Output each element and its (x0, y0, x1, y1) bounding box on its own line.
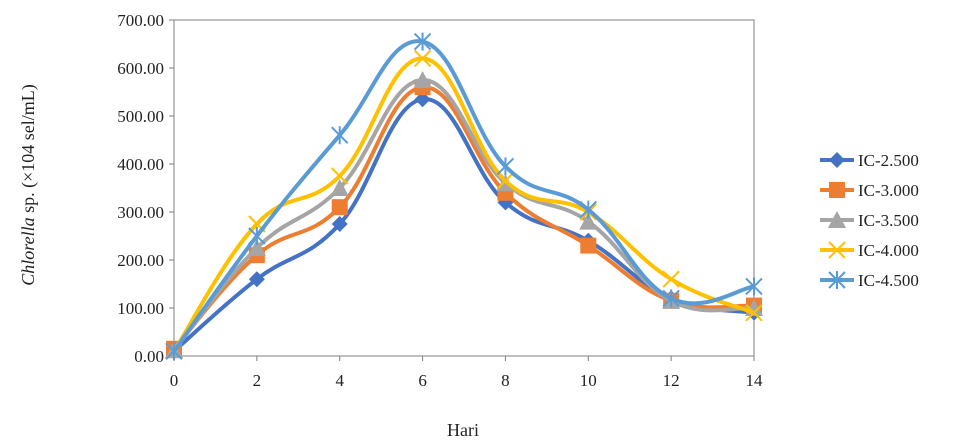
series-ic-3.500 (165, 71, 763, 359)
series-line (172, 77, 755, 352)
legend-label: IC-2.500 (858, 151, 919, 170)
y-tick-label: 400.00 (117, 155, 164, 174)
y-tick-label: 500.00 (117, 107, 164, 126)
y-axis-title-italic: Chlorella (18, 217, 38, 285)
x-tick-label: 4 (335, 371, 344, 390)
legend-marker (829, 182, 845, 198)
y-tick-label: 100.00 (117, 299, 164, 318)
y-tick-label: 300.00 (117, 203, 164, 222)
legend-label: IC-3.500 (858, 211, 919, 230)
y-axis-title-rest: sp. (×104 sel/mL) (18, 84, 39, 217)
data-point (496, 157, 515, 176)
legend-label: IC-4.000 (858, 241, 919, 260)
x-tick-label: 0 (170, 371, 179, 390)
data-point (330, 179, 349, 196)
legend-label: IC-3.000 (858, 181, 919, 200)
series-line (172, 97, 755, 353)
y-tick-label: 0.00 (134, 347, 164, 366)
y-tick-label: 200.00 (117, 251, 164, 270)
data-point (165, 342, 183, 361)
data-point (331, 216, 348, 232)
y-axis-title: Chlorella sp. (×104 sel/mL) (18, 84, 39, 285)
data-point (331, 199, 348, 216)
data-point (662, 270, 680, 288)
plot-area-border (173, 19, 755, 357)
legend-marker (828, 271, 846, 289)
legend-marker (828, 211, 846, 228)
x-tick-label: 12 (663, 371, 680, 390)
y-tick-label: 700.00 (117, 11, 164, 30)
legend-item: IC-3.000 (820, 181, 919, 200)
data-point (413, 71, 432, 88)
x-tick-label: 6 (418, 371, 427, 390)
data-point (579, 212, 598, 230)
x-tick-label: 8 (501, 371, 510, 390)
series-line (172, 39, 755, 353)
data-point (662, 289, 680, 308)
data-point (745, 304, 763, 322)
legend-item: IC-4.500 (820, 271, 919, 290)
x-tick-label: 2 (253, 371, 262, 390)
legend-marker (828, 241, 846, 259)
data-point (413, 32, 432, 51)
data-point (331, 167, 349, 185)
data-point (248, 227, 266, 245)
legend-marker (829, 152, 845, 168)
x-tick-label: 14 (746, 371, 764, 390)
data-point (247, 239, 266, 256)
data-point (248, 271, 265, 288)
data-point (745, 277, 763, 296)
series-ic-4.500 (165, 32, 763, 361)
data-point (413, 49, 432, 68)
x-axis-title: Hari (447, 420, 479, 440)
data-point (579, 200, 597, 219)
legend-item: IC-2.500 (820, 151, 919, 170)
data-point (580, 237, 597, 254)
data-point (496, 172, 515, 190)
y-tick-label: 600.00 (117, 59, 164, 78)
legend-item: IC-3.500 (820, 211, 919, 230)
legend-item: IC-4.000 (820, 241, 919, 260)
data-point (331, 126, 349, 145)
legend-label: IC-4.500 (858, 271, 919, 290)
x-tick-label: 10 (580, 371, 597, 390)
